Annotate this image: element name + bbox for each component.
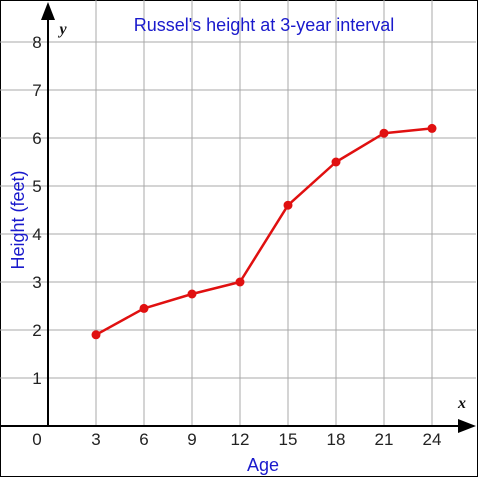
y-axis-label: Height (feet) <box>8 170 28 269</box>
origin-label: 0 <box>32 430 41 449</box>
x-tick-label: 18 <box>327 430 346 449</box>
data-point <box>427 123 437 133</box>
series-line <box>95 127 433 336</box>
x-tick-label: 6 <box>139 430 148 449</box>
data-point <box>379 128 389 138</box>
series-layer <box>91 123 437 340</box>
x-tick-label: 15 <box>279 430 298 449</box>
y-tick-label: 6 <box>32 129 41 148</box>
x-tick-label: 3 <box>91 430 100 449</box>
x-axis-label: Age <box>247 455 279 475</box>
y-axis-arrow <box>41 2 55 20</box>
y-tick-label: 1 <box>32 369 41 388</box>
data-point <box>331 157 341 167</box>
y-axis-letter: y <box>57 21 67 38</box>
chart-title: Russel's height at 3-year interval <box>134 15 395 35</box>
x-tick-label: 12 <box>231 430 250 449</box>
y-tick-label: 4 <box>32 225 41 244</box>
y-tick-label: 5 <box>32 177 41 196</box>
y-tick-label: 2 <box>32 321 41 340</box>
y-tick-label: 3 <box>32 273 41 292</box>
y-tick-label: 8 <box>32 33 41 52</box>
data-point <box>139 303 149 313</box>
x-tick-label: 9 <box>187 430 196 449</box>
x-tick-label: 24 <box>423 430 442 449</box>
x-axis-arrow <box>458 419 476 433</box>
data-point <box>91 330 101 340</box>
data-point <box>187 289 197 299</box>
data-point <box>235 277 245 287</box>
x-tick-label: 21 <box>375 430 394 449</box>
y-tick-label: 7 <box>32 81 41 100</box>
data-point <box>283 200 293 210</box>
x-axis-letter: x <box>457 395 466 412</box>
grid <box>0 0 476 426</box>
axes <box>0 2 476 433</box>
